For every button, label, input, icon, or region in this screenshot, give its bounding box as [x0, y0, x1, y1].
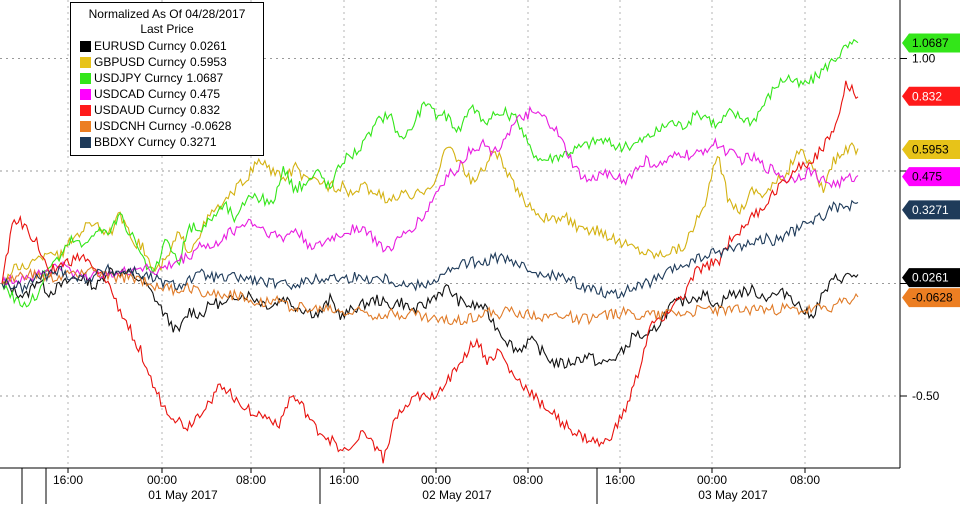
legend-last-price: 1.0687	[186, 71, 224, 85]
x-tick-label: 08:00	[513, 473, 543, 487]
legend-series-name: BBDXY Curncy	[94, 135, 176, 149]
last-price-badge-usdcad	[902, 167, 960, 187]
legend-last-price: 0.0261	[190, 39, 227, 53]
last-price-badge-gbpusd	[902, 140, 960, 160]
last-price-label-eurusd: 0.0261	[912, 271, 949, 285]
series-line-usdcad	[1, 105, 859, 286]
last-price-label-usdaud: 0.832	[912, 89, 942, 103]
legend-entry: USDAUD Curncy 0.832	[80, 102, 220, 118]
legend-entry: BBDXY Curncy 0.3271	[80, 134, 217, 150]
series-line-gbpusd	[1, 142, 859, 284]
legend-last-price: 0.475	[190, 87, 221, 101]
last-price-badge-bbdxy	[902, 200, 960, 220]
legend-series-name: USDCNH Curncy	[94, 119, 187, 133]
legend-last-price: 0.3271	[179, 135, 217, 149]
legend-series-name: USDAUD Curncy	[94, 103, 187, 117]
legend-series-name: USDCAD Curncy	[94, 87, 187, 101]
legend-series-name: USDJPY Curncy	[94, 71, 183, 85]
chart-title: Normalized As Of 04/28/2017	[88, 7, 246, 21]
date-label: 01 May 2017	[148, 488, 218, 502]
x-tick-label: 00:00	[697, 473, 727, 487]
last-price-badge-usdjpy	[902, 33, 960, 53]
last-price-badges: 0.0261 0.5953 1.0687 0.475 0.832 -0.0628 0.327…	[902, 33, 960, 308]
series-lines	[1, 38, 859, 464]
legend-swatch	[80, 72, 91, 84]
legend-entry: EURUSD Curncy 0.0261	[80, 38, 227, 54]
legend-last-price: -0.0628	[190, 119, 232, 133]
legend-swatch	[80, 120, 91, 132]
legend-swatch	[80, 88, 91, 100]
x-tick-label: 08:00	[790, 473, 820, 487]
legend-swatch	[80, 136, 91, 148]
y-tick-label: -0.50	[912, 389, 940, 403]
last-price-label-bbdxy: 0.3271	[912, 203, 949, 217]
last-price-badge-usdcnh	[902, 288, 960, 308]
legend-series-name: GBPUSD Curncy	[94, 55, 187, 69]
legend-last-price: 0.5953	[190, 55, 227, 69]
last-price-badge-usdaud	[902, 86, 960, 106]
last-price-badge-eurusd	[902, 268, 960, 288]
legend-swatch	[80, 56, 91, 68]
series-line-eurusd	[1, 266, 859, 369]
x-tick-label: 00:00	[147, 473, 177, 487]
series-line-usdcnh	[1, 266, 859, 326]
legend-entry: USDJPY Curncy 1.0687	[80, 70, 223, 86]
x-tick-label: 16:00	[605, 473, 635, 487]
legend: Normalized As Of 04/28/2017 Last Price E…	[70, 2, 264, 156]
last-price-label-usdcnh: -0.0628	[912, 291, 953, 305]
last-price-label-usdcad: 0.475	[912, 170, 942, 184]
legend-entry: USDCAD Curncy 0.475	[80, 86, 220, 102]
legend-swatch	[80, 104, 91, 116]
legend-last-price: 0.832	[190, 103, 221, 117]
y-tick-label: 1.00	[912, 52, 936, 66]
series-line-bbdxy	[1, 199, 859, 299]
legend-entry: GBPUSD Curncy 0.5953	[80, 54, 227, 70]
date-label: 02 May 2017	[422, 488, 492, 502]
last-price-label-usdjpy: 1.0687	[912, 36, 949, 50]
chart-subtitle: Last Price	[140, 22, 194, 36]
axes: 1.00 -0.50 16:00 00:00 08:00 16:00 00:00 08:00 1…	[0, 0, 940, 504]
last-price-label-gbpusd: 0.5953	[912, 143, 949, 157]
legend-series-name: EURUSD Curncy	[94, 39, 187, 53]
series-line-usdjpy	[1, 38, 859, 308]
x-tick-label: 00:00	[421, 473, 451, 487]
x-tick-label: 08:00	[236, 473, 266, 487]
x-tick-label: 16:00	[53, 473, 83, 487]
legend-entry: USDCNH Curncy -0.0628	[80, 118, 231, 134]
legend-swatch	[80, 40, 91, 52]
series-line-usdaud	[1, 80, 859, 464]
x-tick-label: 16:00	[329, 473, 359, 487]
date-label: 03 May 2017	[698, 488, 768, 502]
